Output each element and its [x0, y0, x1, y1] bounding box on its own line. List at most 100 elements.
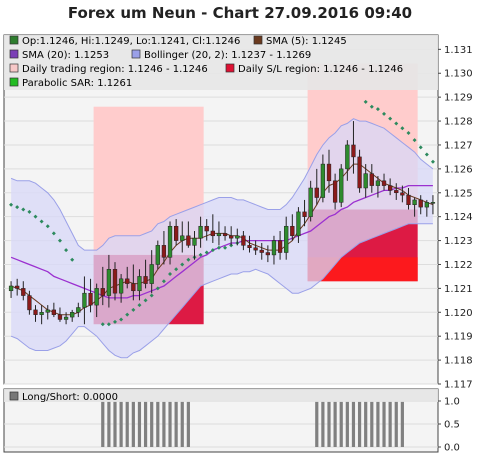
parabolic-sar-layer — [9, 99, 435, 327]
y-tick-label: 1.119 — [444, 332, 473, 343]
sar-point — [363, 99, 368, 104]
y-tick-label: 1.117 — [444, 380, 473, 391]
sar-point — [424, 152, 429, 157]
candle-down — [357, 156, 362, 189]
candle-up — [45, 309, 50, 313]
y-tick-label: 1.120 — [444, 308, 473, 319]
sar-point — [406, 131, 411, 136]
long-short-bar — [321, 401, 325, 447]
long-short-bars — [101, 401, 404, 447]
candle-down — [326, 163, 332, 182]
sub-y-axis: 1.0 0.5 0.0 — [438, 397, 460, 454]
legend: Op:1.1246, Hi:1.1249, Lo:1.1241, Cl:1.12… — [9, 35, 403, 89]
y-tick-label: 1.131 — [444, 45, 473, 56]
candles-layer — [8, 121, 436, 325]
legend-background — [4, 35, 438, 90]
candle-up — [216, 233, 222, 237]
long-short-bar — [345, 401, 349, 447]
sub-legend-label: Long/Short: 0.0000 — [22, 392, 118, 403]
legend-label: Bollinger (20, 2): 1.1237 - 1.1269 — [144, 50, 311, 61]
candle-up — [320, 163, 326, 198]
candle-up — [155, 245, 160, 265]
candle-down — [290, 225, 295, 237]
sar-point — [15, 205, 20, 210]
candle-up — [430, 202, 436, 204]
candle-down — [265, 252, 271, 256]
sar-point — [70, 257, 75, 262]
candle-down — [88, 292, 93, 306]
candle-down — [143, 276, 148, 284]
candle-up — [70, 312, 75, 318]
candle-down — [100, 288, 105, 296]
candle-down — [369, 173, 374, 186]
long-short-bar — [125, 401, 129, 447]
sar-point — [119, 317, 124, 322]
legend-swatch — [253, 35, 263, 45]
candle-up — [82, 292, 87, 308]
y-tick-label: 1.128 — [444, 117, 473, 128]
candle-down — [173, 225, 179, 241]
sar-point — [180, 262, 185, 267]
long-short-bar — [351, 401, 356, 447]
bollinger-upper-line — [10, 118, 434, 251]
long-short-bar — [156, 401, 160, 447]
sar-point — [382, 111, 387, 116]
sar-point — [375, 107, 380, 112]
candle-down — [161, 245, 167, 258]
legend-swatch — [131, 49, 141, 59]
candle-down — [33, 309, 38, 315]
chart-title: Forex um Neun - Chart 27.09.2016 09:40 — [67, 4, 413, 22]
candle-up — [339, 168, 344, 203]
sar-point — [204, 250, 209, 255]
long-short-bar — [400, 401, 404, 447]
main-y-axis: 1.131 1.130 1.129 1.128 1.127 1.126 1.125 1.124… — [438, 45, 473, 391]
y-tick-label: 1.126 — [444, 164, 473, 175]
candle-down — [125, 278, 130, 284]
candle-down — [51, 309, 57, 315]
sub-y-tick-label: 0.0 — [444, 443, 460, 454]
sub-legend: Long/Short: 0.0000 — [4, 389, 438, 403]
candle-up — [94, 288, 99, 306]
legend-swatch — [9, 49, 19, 59]
sar-point — [161, 279, 166, 284]
sma5-line — [10, 163, 434, 316]
long-short-bar — [168, 401, 172, 447]
legend-swatch — [9, 35, 19, 45]
legend-label: Daily trading region: 1.1246 - 1.1246 — [22, 64, 208, 75]
sar-point — [131, 307, 136, 312]
candle-down — [186, 235, 191, 246]
candle-up — [424, 202, 429, 208]
long-short-bar — [382, 401, 386, 447]
candle-up — [192, 237, 197, 246]
legend-swatch — [9, 77, 19, 87]
y-tick-label: 1.127 — [444, 140, 473, 151]
long-short-bar — [327, 401, 331, 447]
y-tick-label: 1.123 — [444, 236, 473, 247]
candle-down — [314, 187, 319, 198]
sar-point — [137, 303, 142, 308]
sar-point — [21, 207, 26, 212]
sub-legend-swatch — [9, 391, 19, 401]
sar-point — [57, 238, 62, 243]
sar-point — [143, 298, 148, 303]
y-tick-label: 1.118 — [444, 356, 473, 367]
long-short-bar — [388, 401, 392, 447]
candle-down — [400, 192, 405, 196]
candle-down — [302, 211, 307, 217]
candle-up — [149, 264, 154, 284]
long-short-bar — [113, 401, 117, 447]
sar-point — [198, 252, 203, 257]
candle-down — [229, 235, 234, 239]
long-short-bar — [174, 401, 178, 447]
long-short-bar — [376, 401, 380, 447]
sar-point — [51, 231, 56, 236]
bollinger-lower-line — [10, 223, 433, 359]
legend-swatch — [225, 63, 235, 73]
y-tick-label: 1.125 — [444, 188, 473, 199]
long-short-bar — [364, 401, 368, 447]
sma20-line — [10, 184, 433, 299]
long-short-bar — [101, 401, 105, 447]
sar-point — [45, 224, 50, 229]
candle-up — [167, 225, 173, 258]
